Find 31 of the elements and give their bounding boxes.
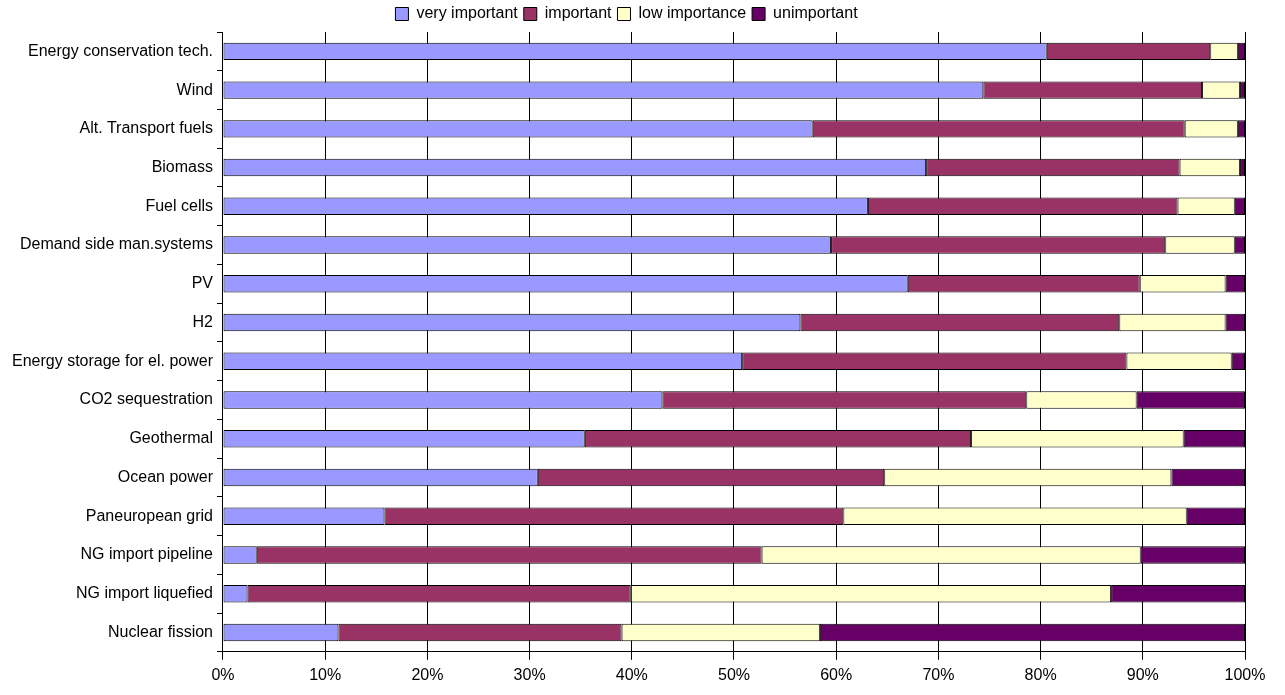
x-tick-label: 20% — [411, 665, 444, 683]
y-tick-label: CO2 sequestration — [79, 390, 213, 408]
x-tick-label: 40% — [615, 665, 648, 683]
x-tick-label: 80% — [1024, 665, 1057, 683]
y-tick-label: Wind — [176, 80, 213, 98]
x-tick-label: 30% — [513, 665, 546, 683]
y-tick-label: Fuel cells — [145, 196, 213, 214]
y-tick-label: Biomass — [151, 157, 213, 175]
y-tick-label: Geothermal — [129, 429, 213, 447]
legend-label: low importance — [638, 4, 747, 22]
y-tick-label: Energy storage for el. power — [11, 351, 214, 369]
y-tick-label: Alt. Transport fuels — [79, 119, 213, 137]
y-tick-label: Nuclear fission — [108, 622, 213, 640]
x-tick-label: 100% — [1224, 665, 1266, 683]
legend-label: important — [544, 4, 613, 22]
y-tick-label: NG import liquefied — [76, 584, 213, 602]
y-tick-label: Ocean power — [117, 467, 214, 485]
y-tick-label: NG import pipeline — [80, 545, 214, 563]
legend-label: unimportant — [773, 4, 859, 22]
x-tick-label: 90% — [1126, 665, 1159, 683]
x-tick-label: 50% — [717, 665, 751, 683]
y-tick-label: PV — [191, 274, 214, 292]
x-tick-label: 0% — [211, 665, 235, 683]
y-tick-label: Demand side man.systems — [20, 235, 213, 253]
x-tick-label: 70% — [922, 665, 955, 683]
y-tick-label: H2 — [192, 312, 214, 330]
x-tick-label: 60% — [820, 665, 853, 683]
y-tick-label: Paneuropean grid — [85, 506, 213, 524]
x-tick-label: 10% — [309, 665, 342, 683]
y-tick-label: Energy conservation tech. — [27, 41, 213, 59]
legend-label: very important — [416, 4, 519, 22]
